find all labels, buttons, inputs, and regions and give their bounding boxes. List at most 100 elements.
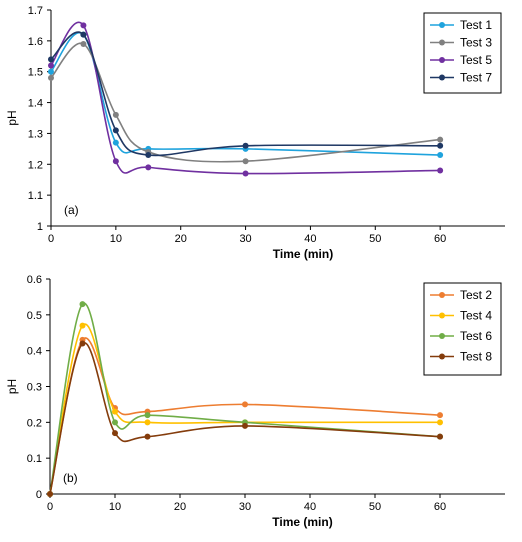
data-point — [437, 167, 444, 174]
legend-box — [423, 282, 502, 376]
x-axis-title: Time (min) — [272, 515, 332, 529]
x-tick-label: 50 — [369, 233, 381, 245]
y-tick-label: 1 — [37, 221, 43, 233]
series-test-8 — [47, 340, 443, 497]
legend-swatch-marker — [439, 74, 445, 81]
x-tick-label: 10 — [109, 501, 121, 513]
x-tick-label: 40 — [304, 233, 316, 245]
data-point — [242, 422, 248, 429]
data-point — [80, 40, 87, 47]
y-tick-label: 0.2 — [27, 417, 42, 429]
series-test-2 — [47, 336, 443, 497]
chart-panel-b: 0 10 20 30 40 50 60 0 0.1 0.2 0.3 0.4 0.5 0.6 Time (mi… — [5, 274, 505, 529]
y-tick-label: 0.5 — [27, 310, 42, 322]
series-test-5 — [48, 21, 444, 177]
data-point — [242, 158, 249, 165]
data-point — [437, 136, 444, 143]
data-point — [48, 68, 54, 75]
series-test-7 — [48, 31, 444, 159]
y-tick-label: 1.7 — [28, 5, 43, 17]
data-point — [48, 62, 54, 69]
legend-label: Test 6 — [460, 329, 492, 343]
y-tick-label: 1.6 — [28, 36, 43, 48]
legend-label: Test 1 — [460, 18, 492, 32]
legend-swatch-marker — [439, 312, 445, 319]
data-point — [145, 164, 152, 171]
y-tick-label: 0.4 — [27, 346, 42, 358]
x-tick-label: 20 — [175, 233, 187, 245]
legend-swatch-marker — [439, 333, 445, 339]
x-tick-label: 30 — [239, 233, 251, 245]
legend-label: Test 4 — [460, 309, 492, 323]
data-point — [112, 111, 119, 118]
y-tick-label: 1.3 — [28, 128, 43, 140]
series-line — [49, 342, 441, 495]
data-point — [48, 74, 54, 81]
series-test-3 — [48, 40, 444, 165]
x-tick-label: 0 — [48, 233, 54, 245]
y-tick-label: 1.5 — [28, 67, 43, 79]
x-tick-label: 30 — [239, 501, 251, 513]
legend: Test 1 Test 3 Test 5 Test 7 — [423, 12, 502, 94]
data-point — [79, 340, 86, 347]
y-tick-label: 0.1 — [27, 453, 42, 465]
panel-label: (a) — [64, 203, 79, 217]
legend-label: Test 3 — [460, 36, 492, 50]
data-point — [80, 31, 87, 38]
x-tick-label: 60 — [434, 233, 446, 245]
legend: Test 2 Test 4 Test 6 Test 8 — [423, 282, 502, 376]
data-point — [79, 301, 86, 308]
data-point — [112, 127, 119, 134]
data-point — [145, 152, 152, 159]
legend-label: Test 2 — [460, 288, 492, 302]
legend-swatch-marker — [439, 39, 445, 46]
data-point — [437, 142, 444, 149]
legend-label: Test 8 — [460, 350, 492, 364]
series-line — [49, 323, 440, 495]
data-point — [242, 142, 249, 149]
data-point — [112, 139, 119, 146]
x-tick-label: 20 — [174, 501, 186, 513]
y-axis-title: pH — [5, 379, 19, 394]
data-point — [242, 401, 248, 408]
data-point — [112, 408, 118, 415]
data-point — [112, 430, 118, 437]
data-point — [144, 412, 151, 419]
y-tick-label: 1.1 — [28, 190, 43, 202]
legend-label: Test 5 — [460, 53, 492, 67]
legend-swatch-marker — [439, 22, 445, 28]
y-tick-label: 0 — [36, 489, 42, 501]
data-point — [48, 56, 54, 63]
x-tick-label: 40 — [304, 501, 316, 513]
data-point — [112, 419, 118, 426]
legend-swatch-marker — [439, 57, 445, 63]
data-point — [47, 491, 53, 497]
data-point — [437, 152, 444, 159]
legend-swatch-marker — [439, 353, 445, 360]
x-tick-label: 0 — [47, 501, 53, 513]
y-tick-label: 1.4 — [28, 98, 43, 110]
x-tick-label: 60 — [434, 501, 446, 513]
data-point — [144, 433, 151, 440]
data-point — [437, 433, 443, 440]
series-line — [49, 302, 441, 495]
data-point — [242, 170, 249, 177]
data-point — [437, 419, 443, 426]
legend-box — [423, 12, 502, 94]
data-point — [112, 158, 119, 165]
data-point — [144, 419, 151, 426]
x-tick-label: 10 — [110, 233, 122, 245]
data-point — [437, 412, 443, 419]
chart-panel-a: 0 10 20 30 40 50 60 1 1.1 1.2 1.3 1.4 1.5 1.6 1.7 Time … — [5, 5, 505, 261]
legend-label: Test 7 — [460, 71, 492, 85]
legend-swatch-marker — [439, 292, 445, 298]
series-test-6 — [47, 301, 443, 497]
data-point — [80, 22, 87, 29]
panel-label: (b) — [63, 471, 78, 485]
data-point — [79, 322, 86, 329]
x-tick-label: 50 — [369, 501, 381, 513]
y-tick-label: 0.3 — [27, 382, 42, 394]
y-axis-title: pH — [5, 110, 19, 125]
y-tick-label: 0.6 — [27, 274, 42, 286]
